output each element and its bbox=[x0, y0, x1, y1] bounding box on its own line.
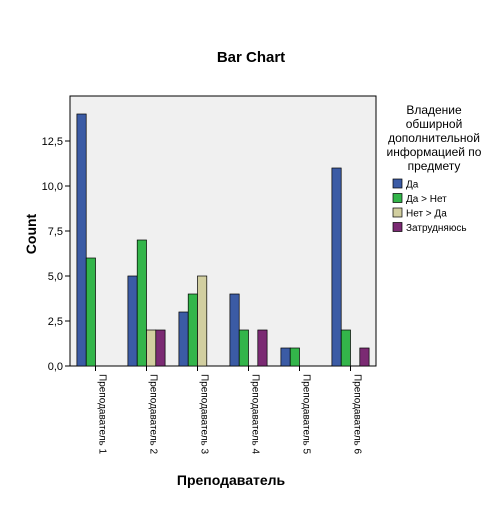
x-axis-label: Преподаватель bbox=[177, 472, 286, 488]
y-axis-label: Count bbox=[23, 213, 39, 254]
legend-swatch bbox=[392, 222, 403, 232]
bar bbox=[146, 329, 157, 367]
y-tick-label: 2,5 bbox=[48, 316, 63, 328]
x-tick-label: Преподаватель 6 bbox=[352, 374, 363, 455]
x-tick-label: Преподаватель 2 bbox=[148, 374, 159, 455]
bar bbox=[229, 293, 240, 367]
x-tick-label: Преподаватель 3 bbox=[199, 374, 210, 455]
legend-title-line: предмету bbox=[408, 159, 461, 173]
plot-frame bbox=[69, 95, 377, 367]
chart-title: Bar Chart bbox=[217, 49, 285, 66]
bar bbox=[289, 347, 300, 367]
bar bbox=[359, 347, 370, 367]
legend-label: Затрудняюсь bbox=[406, 223, 467, 234]
bar bbox=[178, 311, 189, 367]
bar bbox=[136, 239, 147, 367]
legend-title-line: дополнительной bbox=[388, 131, 480, 145]
legend-swatch bbox=[392, 178, 403, 189]
bar bbox=[280, 347, 291, 367]
bars bbox=[76, 113, 370, 367]
x-tick-label: Преподаватель 5 bbox=[301, 374, 312, 455]
bar bbox=[340, 329, 351, 367]
x-tick-label: Преподаватель 4 bbox=[250, 374, 261, 455]
legend-label: Да > Нет bbox=[406, 194, 447, 205]
bar bbox=[155, 329, 166, 367]
y-tick-label: 0,0 bbox=[48, 361, 63, 373]
bar bbox=[257, 329, 268, 367]
bar bbox=[76, 113, 87, 367]
legend-swatch bbox=[392, 193, 403, 203]
bar bbox=[127, 275, 138, 367]
legend-title-line: информацией по bbox=[387, 145, 482, 159]
bar bbox=[187, 293, 198, 367]
legend-title-line: Владение bbox=[406, 103, 462, 117]
y-tick-label: 10,0 bbox=[42, 181, 63, 193]
x-tick-label: Преподаватель 1 bbox=[97, 374, 108, 455]
bar bbox=[331, 167, 342, 367]
bar bbox=[238, 329, 249, 367]
y-tick-label: 12,5 bbox=[42, 136, 63, 148]
legend: Владениеобширнойдополнительнойинформацие… bbox=[387, 103, 482, 234]
y-tick-label: 5,0 bbox=[48, 271, 63, 283]
legend-title-line: обширной bbox=[406, 117, 463, 131]
plot-area: 0,0 2,5 5,0 7,5 10,0 12,5 Преподаватель 1 Препо… bbox=[42, 95, 377, 455]
bar bbox=[85, 257, 96, 367]
y-tick-label: 7,5 bbox=[48, 226, 63, 238]
legend-label: Нет > Да bbox=[406, 209, 447, 220]
legend-label: Да bbox=[406, 180, 419, 191]
bar bbox=[197, 275, 208, 367]
legend-swatch bbox=[392, 207, 403, 218]
